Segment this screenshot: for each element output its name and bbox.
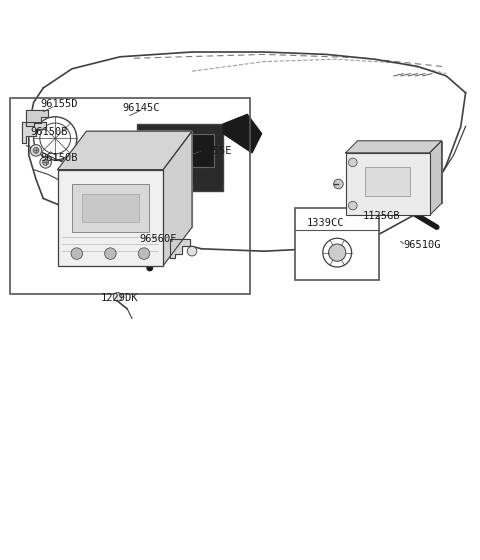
Circle shape [40, 157, 51, 168]
Polygon shape [170, 239, 190, 258]
Text: 1229DK: 1229DK [101, 293, 138, 303]
Text: 96150B: 96150B [41, 153, 78, 162]
Circle shape [30, 144, 42, 156]
Bar [72, 184, 149, 232]
Text: 96155D: 96155D [41, 99, 78, 109]
Polygon shape [223, 114, 262, 153]
Bar [358, 141, 442, 203]
Circle shape [328, 244, 346, 262]
Bar [355, 157, 389, 184]
Text: 1125GB: 1125GB [362, 211, 400, 221]
Text: 96510G: 96510G [403, 240, 441, 250]
Text: 96155E: 96155E [194, 146, 232, 156]
Polygon shape [58, 131, 192, 170]
Circle shape [348, 158, 357, 167]
Bar [86, 131, 192, 227]
Bar [137, 124, 223, 191]
Circle shape [71, 248, 83, 259]
Text: 96150B: 96150B [30, 127, 68, 137]
Circle shape [348, 201, 357, 210]
Circle shape [138, 248, 150, 259]
Bar [295, 208, 379, 280]
Text: 96560F: 96560F [139, 234, 177, 244]
Bar [346, 153, 430, 215]
Polygon shape [26, 110, 48, 127]
Circle shape [187, 246, 197, 256]
Circle shape [113, 292, 122, 301]
Circle shape [43, 160, 48, 165]
Bar [82, 194, 139, 222]
Polygon shape [430, 141, 442, 215]
Polygon shape [346, 141, 442, 153]
Polygon shape [163, 131, 192, 265]
Bar [146, 134, 214, 167]
Bar [365, 167, 410, 196]
Bar [10, 97, 250, 295]
Text: 1339CC: 1339CC [307, 218, 345, 228]
Circle shape [334, 179, 343, 189]
Polygon shape [22, 122, 46, 143]
Circle shape [33, 147, 39, 153]
Circle shape [105, 248, 116, 259]
Bar [58, 170, 163, 265]
Text: 96145C: 96145C [122, 103, 160, 113]
